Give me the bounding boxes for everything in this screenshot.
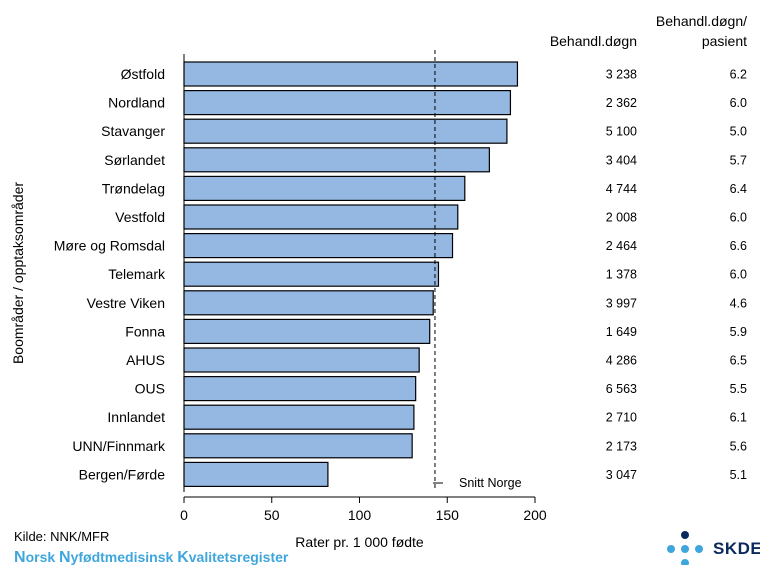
- bar: [183, 261, 440, 287]
- bar: [183, 61, 519, 87]
- x-tick-label: 50: [264, 507, 280, 523]
- behandl-dogn-value: 2 362: [606, 96, 637, 110]
- category-label: Vestfold: [115, 209, 165, 225]
- bar: [183, 433, 413, 459]
- column-header-dogn: Behandl.døgn: [550, 33, 637, 49]
- y-axis-title: Boområder / opptaksområder: [10, 182, 26, 364]
- dogn-per-pasient-value: 6.1: [730, 411, 747, 425]
- register-initial-1: N: [14, 549, 26, 566]
- bar: [183, 376, 417, 402]
- behandl-dogn-value: 4 744: [606, 182, 637, 196]
- behandl-dogn-value: 4 286: [606, 354, 637, 368]
- behandl-dogn-value: 3 047: [606, 468, 637, 482]
- register-initial-3: K: [177, 549, 189, 566]
- category-label: Vestre Viken: [87, 295, 165, 311]
- skde-dots-icon: [667, 531, 703, 565]
- bar: [183, 347, 420, 373]
- x-axis-title: Rater pr. 1 000 fødte: [295, 534, 424, 550]
- register-name: Norsk Nyfødtmedisinsk Kvalitetsregister: [14, 549, 288, 567]
- column-header-per-pasient-line2: pasient: [702, 33, 747, 49]
- skde-logo-text: SKDE: [713, 539, 760, 558]
- register-word-2: yfødtmedisinsk: [70, 549, 178, 565]
- bar: [183, 204, 459, 230]
- bar: [183, 461, 329, 487]
- dogn-per-pasient-value: 5.9: [730, 325, 747, 339]
- dogn-per-pasient-value: 6.4: [730, 182, 747, 196]
- dogn-per-pasient-value: 5.6: [730, 439, 747, 453]
- behandl-dogn-value: 3 238: [606, 68, 637, 82]
- behandl-dogn-value: 2 710: [606, 411, 637, 425]
- dogn-per-pasient-value: 6.5: [730, 354, 747, 368]
- behandl-dogn-value: 3 404: [606, 153, 637, 167]
- register-word-1: orsk: [25, 549, 60, 565]
- bar: [183, 404, 415, 430]
- dogn-per-pasient-value: 5.0: [730, 125, 747, 139]
- dogn-per-pasient-value: 6.6: [730, 239, 747, 253]
- category-label: Fonna: [125, 323, 165, 339]
- category-label: Nordland: [108, 95, 165, 111]
- category-label: Bergen/Førde: [79, 466, 166, 482]
- behandl-dogn-value: 5 100: [606, 125, 637, 139]
- category-label: Sørlandet: [104, 152, 165, 168]
- bar: [183, 147, 490, 173]
- bar: [183, 118, 508, 144]
- dogn-per-pasient-value: 5.1: [730, 468, 747, 482]
- dogn-per-pasient-value: 6.0: [730, 96, 747, 110]
- category-label: Østfold: [121, 66, 165, 82]
- category-label: Stavanger: [101, 123, 165, 139]
- behandl-dogn-value: 1 378: [606, 268, 637, 282]
- reference-legend-label: Snitt Norge: [459, 476, 522, 490]
- dogn-per-pasient-value: 4.6: [730, 296, 747, 310]
- register-word-3: valitetsregister: [188, 549, 289, 565]
- behandl-dogn-value: 2 008: [606, 211, 637, 225]
- x-tick-label: 200: [523, 507, 547, 523]
- category-label: Trøndelag: [102, 180, 165, 196]
- x-tick-label: 150: [436, 507, 460, 523]
- dogn-per-pasient-value: 5.7: [730, 153, 747, 167]
- x-tick-label: 0: [180, 507, 188, 523]
- bar: [183, 89, 512, 116]
- x-tick-label: 100: [348, 507, 372, 523]
- bar: [183, 175, 466, 201]
- behandl-dogn-value: 6 563: [606, 382, 637, 396]
- behandl-dogn-value: 1 649: [606, 325, 637, 339]
- skde-logo: SKDE: [664, 530, 760, 565]
- dogn-per-pasient-value: 5.5: [730, 382, 747, 396]
- behandl-dogn-value: 3 997: [606, 296, 637, 310]
- category-label: Telemark: [108, 266, 166, 282]
- category-label: OUS: [135, 381, 165, 397]
- dogn-per-pasient-value: 6.2: [730, 68, 747, 82]
- dogn-per-pasient-value: 6.0: [730, 211, 747, 225]
- category-label: Møre og Romsdal: [54, 238, 165, 254]
- behandl-dogn-value: 2 464: [606, 239, 637, 253]
- bar: [183, 233, 454, 259]
- category-label: UNN/Finnmark: [72, 438, 166, 454]
- behandl-dogn-value: 2 173: [606, 439, 637, 453]
- category-label: Innlandet: [107, 409, 165, 425]
- dogn-per-pasient-value: 6.0: [730, 268, 747, 282]
- bar: [183, 290, 434, 316]
- category-label: AHUS: [126, 352, 165, 368]
- register-initial-2: N: [59, 549, 71, 566]
- source-note: Kilde: NNK/MFR: [14, 529, 110, 544]
- bar: [183, 318, 431, 344]
- column-header-per-pasient-line1: Behandl.døgn/: [656, 13, 747, 29]
